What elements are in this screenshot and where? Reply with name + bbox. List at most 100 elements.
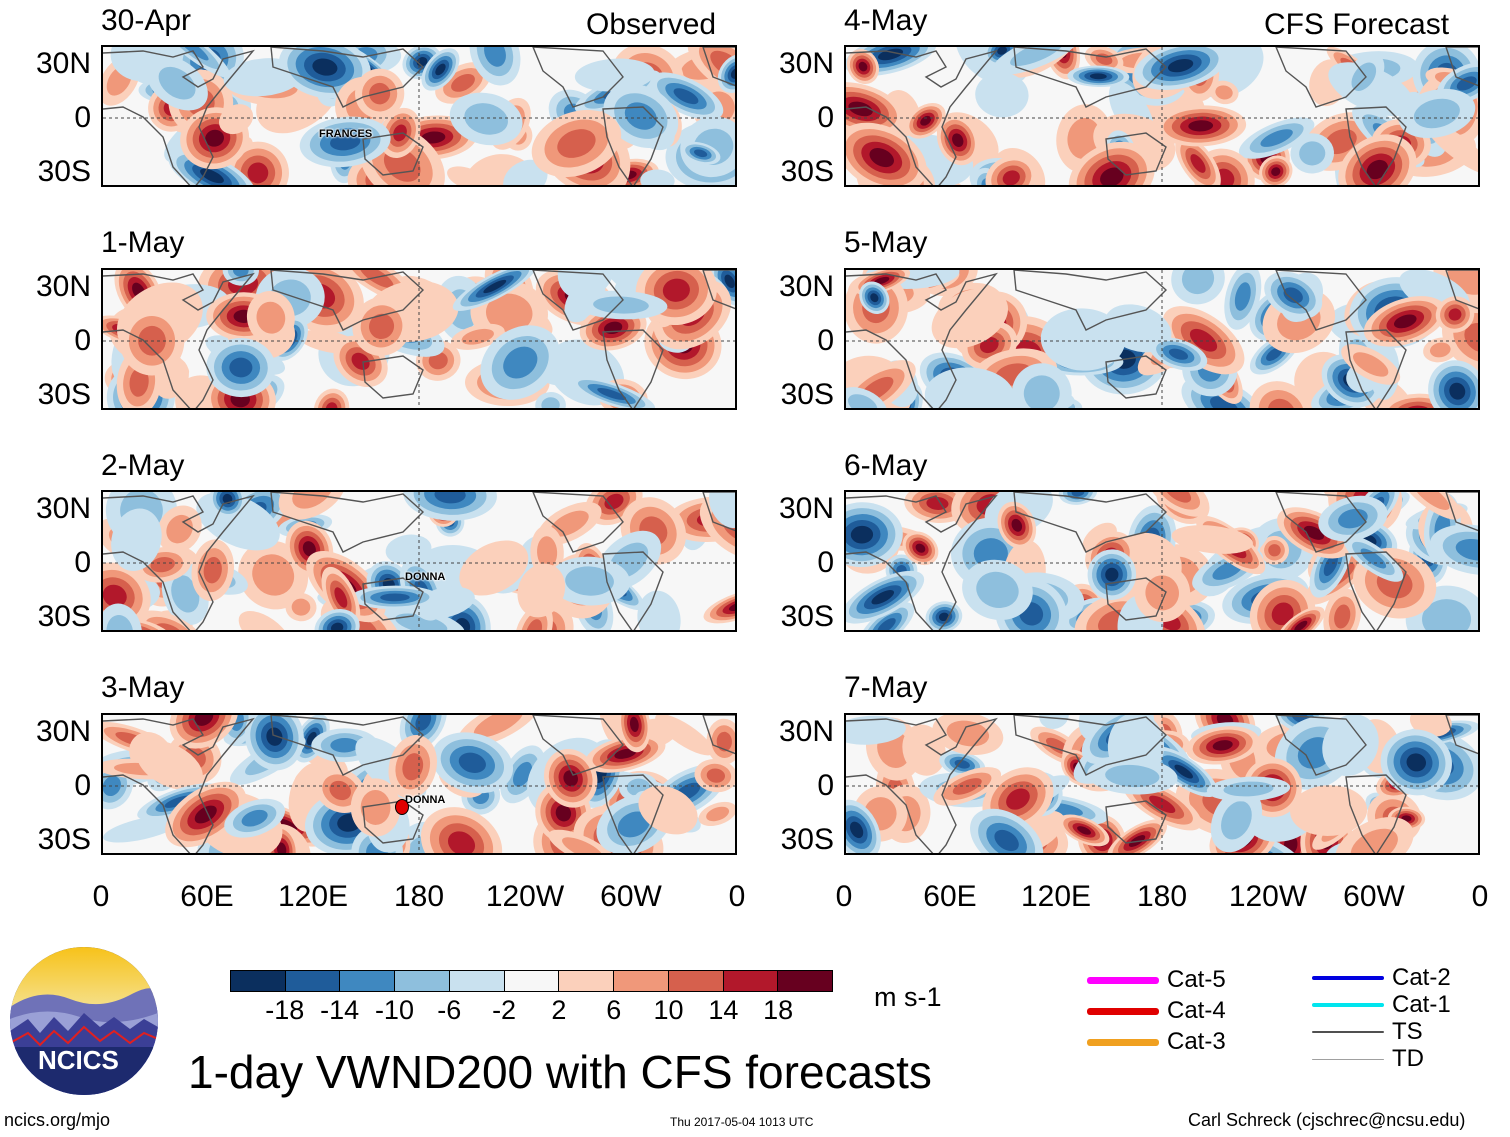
legend-label: TD [1392, 1045, 1424, 1072]
coastline [846, 494, 998, 630]
legend-line-swatch [1087, 976, 1159, 984]
wind-anomaly-contour [858, 61, 868, 72]
wind-anomaly-contour [562, 837, 603, 853]
wind-anomaly-contour [637, 590, 681, 630]
wind-anomaly-contour [724, 274, 735, 289]
wind-anomaly-contour [920, 115, 932, 126]
wind-anomaly-contour [1322, 715, 1379, 777]
longitude-label: 120E [277, 880, 349, 913]
forecast-map-panel [844, 268, 1480, 410]
coastline [1013, 492, 1168, 553]
wind-anomaly-contour [1464, 322, 1478, 353]
wind-anomaly-contour [1351, 62, 1377, 91]
wind-anomaly-contour [574, 58, 655, 92]
wind-anomaly-contour [1448, 308, 1462, 321]
wind-anomaly-contour [247, 162, 269, 184]
wind-anomaly-contour [1077, 826, 1091, 835]
latitude-label: 30S [37, 600, 91, 633]
wind-anomaly-contour [205, 129, 225, 147]
coastline [1013, 715, 1168, 776]
coastline [1445, 492, 1478, 532]
wind-anomaly-contour [655, 715, 714, 756]
wind-anomaly-contour [194, 805, 217, 824]
wind-anomaly-contour [171, 575, 200, 613]
wind-anomaly-contour [434, 492, 466, 504]
legend-label: Cat-5 [1167, 966, 1226, 993]
wind-anomaly-contour [203, 556, 222, 584]
wind-anomaly-contour [103, 815, 182, 843]
coastline [1345, 106, 1407, 185]
coastline [702, 270, 735, 310]
forecast-map-panel [844, 713, 1480, 855]
wind-anomaly-contour [464, 103, 508, 135]
colorbar-tick-label: -18 [265, 995, 305, 1025]
colorbar-tick-label: 6 [606, 995, 622, 1025]
coastline [1275, 47, 1367, 108]
wind-anomaly-contour [1413, 98, 1460, 129]
latitude-label: 30S [780, 378, 834, 411]
coastline [1105, 800, 1167, 844]
coastline [1445, 47, 1478, 87]
wind-anomaly-contour [166, 514, 193, 544]
legend-item-cat-2: Cat-2 [1312, 964, 1451, 992]
wind-anomaly-contour [1234, 282, 1251, 311]
latitude-label: 30N [778, 270, 834, 303]
legend-item-cat-4: Cat-4 [1087, 997, 1226, 1025]
wind-anomaly-contour [1267, 398, 1296, 408]
wind-anomaly-contour [537, 536, 558, 569]
wind-anomaly-contour [428, 351, 448, 370]
legend-line-swatch [1312, 976, 1384, 980]
wind-anomaly-contour [1181, 270, 1215, 295]
wind-anomaly-contour [597, 387, 627, 401]
wind-anomaly-contour [129, 367, 149, 397]
wind-anomaly-contour [291, 598, 311, 616]
wind-anomaly-contour [520, 611, 548, 630]
latitude-label: 30S [780, 600, 834, 633]
storm-label: DONNA [405, 794, 446, 806]
wind-field [103, 715, 735, 853]
coastline [846, 49, 998, 185]
coastline [1275, 270, 1367, 331]
wind-anomaly-contour [565, 566, 614, 596]
wind-anomaly-contour [369, 313, 395, 340]
wind-anomaly-contour [938, 612, 949, 622]
wind-anomaly-contour [276, 842, 287, 853]
wind-anomaly-contour [1188, 120, 1214, 132]
wind-anomaly-contour [1105, 764, 1160, 788]
wind-anomaly-contour [1352, 352, 1389, 377]
wind-anomaly-contour [1334, 604, 1351, 629]
wind-field [103, 47, 735, 185]
longitude-label: 60E [180, 880, 234, 913]
coastline [270, 492, 425, 553]
colorbar-swatch [231, 971, 286, 991]
wind-anomaly-contour [846, 715, 906, 745]
wind-anomaly-contour [1189, 328, 1218, 352]
colorbar-swatch [504, 971, 560, 991]
ncics-logo: NCICS [10, 947, 158, 1095]
wind-anomaly-contour [485, 293, 533, 333]
wind-anomaly-contour [1105, 567, 1119, 582]
wind-anomaly-contour [369, 82, 391, 105]
wind-anomaly-contour [1449, 382, 1466, 400]
wind-anomaly-contour [1260, 129, 1293, 147]
wind-anomaly-contour [1089, 73, 1107, 80]
legend-line-swatch [1087, 1007, 1159, 1015]
wind-anomaly-contour [1040, 308, 1126, 371]
wind-anomaly-contour [871, 590, 895, 605]
colorbar-swatch [723, 971, 779, 991]
wind-anomaly-contour [848, 101, 873, 117]
panel-date-label: 1-May [101, 226, 185, 259]
wind-field [846, 715, 1478, 853]
source-url[interactable]: ncics.org/mjo [4, 1110, 111, 1130]
wind-anomaly-contour [458, 752, 486, 773]
colorbar-tick-label: 2 [551, 995, 567, 1025]
colorbar-swatch [668, 971, 724, 991]
wind-anomaly-contour [954, 759, 970, 769]
legend-line-swatch [1312, 1003, 1384, 1007]
legend-line-swatch [1312, 1031, 1384, 1033]
coastline [702, 492, 735, 532]
wind-anomaly-contour [1294, 620, 1308, 630]
wind-anomaly-contour [915, 543, 926, 553]
observed-map-panel [101, 268, 737, 410]
longitude-label: 0 [835, 880, 853, 913]
